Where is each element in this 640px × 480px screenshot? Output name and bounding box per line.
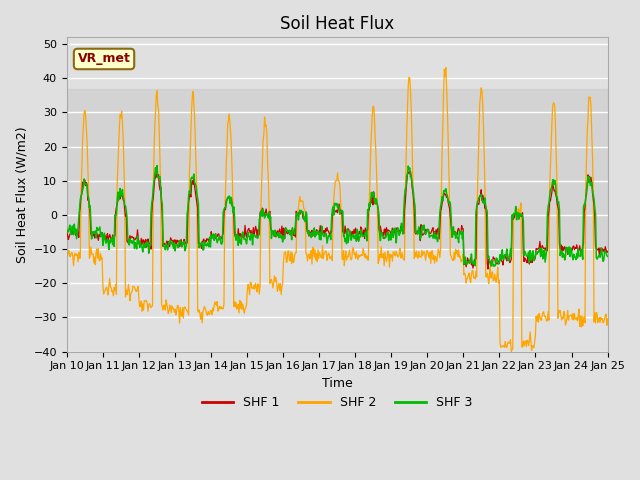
Title: Soil Heat Flux: Soil Heat Flux — [280, 15, 394, 33]
Text: VR_met: VR_met — [77, 52, 131, 65]
Y-axis label: Soil Heat Flux (W/m2): Soil Heat Flux (W/m2) — [15, 126, 28, 263]
Bar — [67, 89, 607, 249]
X-axis label: Time: Time — [322, 377, 353, 390]
Legend: SHF 1, SHF 2, SHF 3: SHF 1, SHF 2, SHF 3 — [197, 391, 477, 414]
